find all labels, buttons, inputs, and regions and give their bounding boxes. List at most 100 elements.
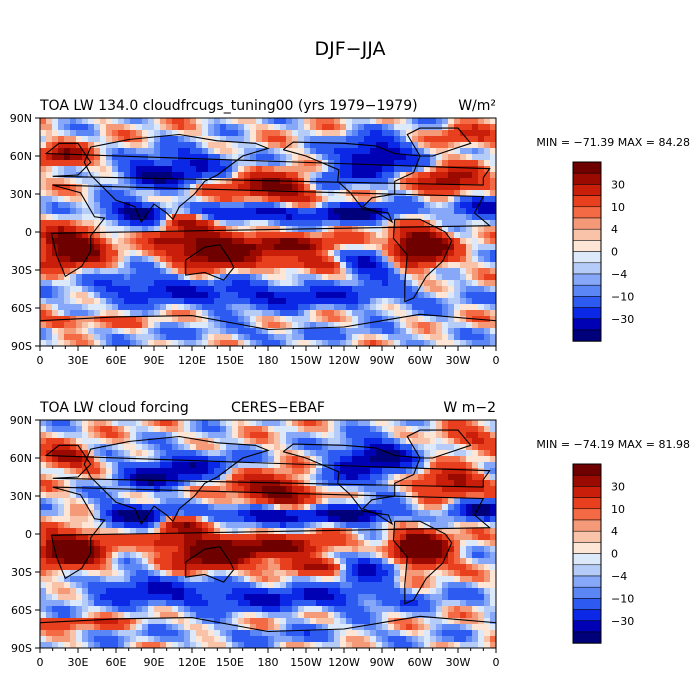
heatmap-cell bbox=[172, 340, 179, 347]
heatmap-cell bbox=[280, 340, 287, 347]
heatmap-cell bbox=[202, 528, 209, 535]
heatmap-cell bbox=[82, 172, 89, 179]
heatmap-cell bbox=[190, 178, 197, 185]
heatmap-cell bbox=[484, 426, 491, 433]
heatmap-cell bbox=[388, 438, 395, 445]
heatmap-cell bbox=[148, 432, 155, 439]
heatmap-cell bbox=[184, 456, 191, 463]
heatmap-cell bbox=[136, 280, 143, 287]
heatmap-cell bbox=[466, 268, 473, 275]
heatmap-cell bbox=[208, 202, 215, 209]
heatmap-cell bbox=[40, 462, 47, 469]
heatmap-cell bbox=[382, 534, 389, 541]
heatmap-cell bbox=[136, 504, 143, 511]
heatmap-cell bbox=[46, 438, 53, 445]
heatmap-cell bbox=[190, 298, 197, 305]
heatmap-cell bbox=[472, 552, 479, 559]
heatmap-cell bbox=[82, 208, 89, 215]
heatmap-cell bbox=[148, 214, 155, 221]
heatmap-cell bbox=[184, 202, 191, 209]
heatmap-cell bbox=[70, 166, 77, 173]
heatmap-cell bbox=[136, 558, 143, 565]
heatmap-cell bbox=[238, 274, 245, 281]
heatmap-cell bbox=[424, 166, 431, 173]
heatmap-cell bbox=[184, 166, 191, 173]
heatmap-cell bbox=[370, 154, 377, 161]
heatmap-cell bbox=[352, 426, 359, 433]
heatmap-cell bbox=[412, 528, 419, 535]
heatmap-cell bbox=[118, 298, 125, 305]
heatmap-cell bbox=[106, 166, 113, 173]
heatmap-cell bbox=[364, 214, 371, 221]
heatmap-cell bbox=[136, 226, 143, 233]
heatmap-cell bbox=[418, 456, 425, 463]
heatmap-cell bbox=[406, 456, 413, 463]
heatmap-cell bbox=[418, 124, 425, 131]
heatmap-cell bbox=[52, 528, 59, 535]
heatmap-cell bbox=[88, 178, 95, 185]
heatmap-cell bbox=[274, 450, 281, 457]
heatmap-cell bbox=[214, 184, 221, 191]
heatmap-cell bbox=[352, 136, 359, 143]
heatmap-cell bbox=[118, 256, 125, 263]
heatmap-cell bbox=[70, 262, 77, 269]
page-title: DJF−JJA bbox=[314, 38, 386, 60]
heatmap-cell bbox=[244, 268, 251, 275]
colorbar-frame bbox=[572, 161, 602, 342]
heatmap-cell bbox=[142, 256, 149, 263]
heatmap-cell bbox=[394, 208, 401, 215]
heatmap-cell bbox=[484, 244, 491, 251]
heatmap-cell bbox=[340, 142, 347, 149]
heatmap-cell bbox=[472, 124, 479, 131]
heatmap-cell bbox=[460, 136, 467, 143]
heatmap-cell bbox=[184, 310, 191, 317]
heatmap-cell bbox=[472, 564, 479, 571]
heatmap-cell bbox=[250, 328, 257, 335]
heatmap-cell bbox=[454, 474, 461, 481]
heatmap-cell bbox=[394, 540, 401, 547]
heatmap-cell bbox=[466, 552, 473, 559]
heatmap-cell bbox=[268, 426, 275, 433]
heatmap-cell bbox=[232, 438, 239, 445]
heatmap-cell bbox=[478, 334, 485, 341]
heatmap-cell bbox=[472, 280, 479, 287]
heatmap-cell bbox=[412, 462, 419, 469]
heatmap-cell bbox=[178, 444, 185, 451]
heatmap-cell bbox=[52, 510, 59, 517]
heatmap-cell bbox=[256, 558, 263, 565]
heatmap-cell bbox=[274, 166, 281, 173]
heatmap-cell bbox=[340, 564, 347, 571]
heatmap-cell bbox=[310, 286, 317, 293]
heatmap-cell bbox=[52, 486, 59, 493]
heatmap-cell bbox=[316, 118, 323, 125]
heatmap-cell bbox=[184, 178, 191, 185]
heatmap-cell bbox=[262, 492, 269, 499]
heatmap-cell bbox=[412, 522, 419, 529]
heatmap-cell bbox=[298, 316, 305, 323]
heatmap-cell bbox=[238, 462, 245, 469]
heatmap-cell bbox=[94, 420, 101, 427]
heatmap-cell bbox=[412, 202, 419, 209]
heatmap-cell bbox=[490, 504, 497, 511]
heatmap-cell bbox=[40, 214, 47, 221]
heatmap-cell bbox=[394, 190, 401, 197]
heatmap-cell bbox=[196, 516, 203, 523]
heatmap-cell bbox=[484, 130, 491, 137]
heatmap-cell bbox=[190, 256, 197, 263]
heatmap-cell bbox=[154, 190, 161, 197]
heatmap-cell bbox=[232, 268, 239, 275]
heatmap-cell bbox=[232, 534, 239, 541]
heatmap-cell bbox=[472, 142, 479, 149]
heatmap-cell bbox=[454, 148, 461, 155]
heatmap-cell bbox=[250, 238, 257, 245]
heatmap-cell bbox=[394, 244, 401, 251]
heatmap-cell bbox=[64, 262, 71, 269]
heatmap-cell bbox=[112, 274, 119, 281]
heatmap-cell bbox=[460, 286, 467, 293]
heatmap-cell bbox=[256, 474, 263, 481]
heatmap-cell bbox=[178, 286, 185, 293]
heatmap-cell bbox=[262, 202, 269, 209]
heatmap-cell bbox=[112, 420, 119, 427]
heatmap-cell bbox=[250, 310, 257, 317]
heatmap-cell bbox=[370, 244, 377, 251]
